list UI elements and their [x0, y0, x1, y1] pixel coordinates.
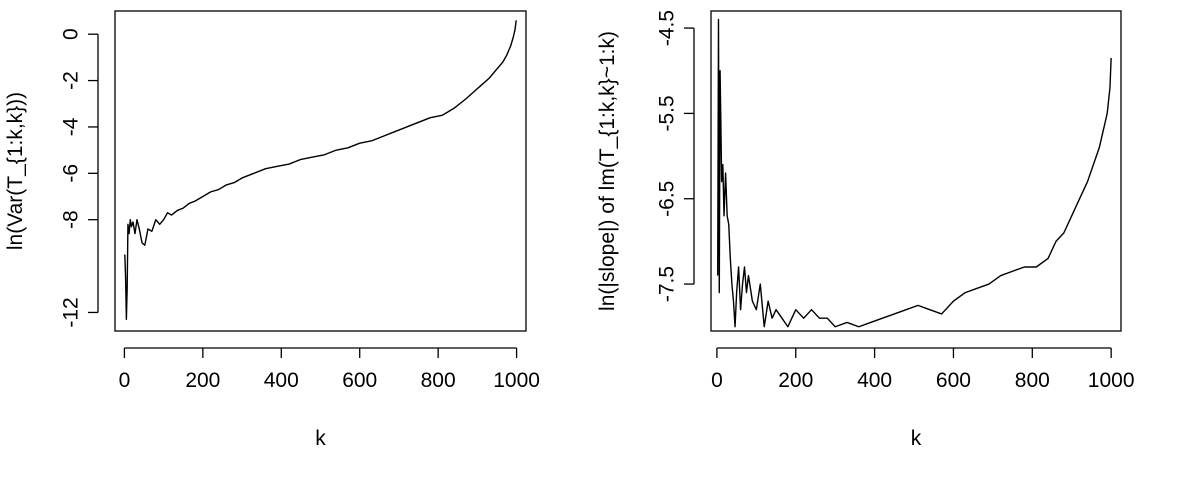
series-layer-left [124, 20, 517, 321]
x-tick-label-right: 0 [711, 369, 723, 392]
y-axis-left: -12 -8 -6 -4 -2 0 [60, 28, 99, 328]
x-tick-label-right: 600 [936, 369, 971, 392]
y-tick-label-right: -4.5 [656, 10, 679, 46]
y-tick-label-right: -5.5 [656, 95, 679, 131]
x-tick-label-right: 400 [857, 369, 892, 392]
chart-left: 0 200 400 600 800 1000 -12 -8 -6 -4 -2 0 k ln(Var(… [4, 10, 540, 450]
y-axis-label-left: ln(Var(T_{1:k,k})) [4, 92, 27, 250]
y-axis-right: -7.5 -6.5 -5.5 -4.5 [656, 10, 695, 302]
y-tick-label-left: -12 [60, 297, 83, 327]
y-tick-label-left: 0 [60, 28, 83, 40]
y-tick-label-left: -2 [60, 71, 83, 90]
x-tick-label-right: 800 [1015, 369, 1050, 392]
x-tick-label-left: 200 [185, 369, 220, 392]
x-axis-label-right: k [911, 427, 922, 450]
x-axis-left: 0 200 400 600 800 1000 [119, 347, 540, 392]
series-line-right [717, 18, 1112, 328]
plot-frame-right [710, 10, 1122, 332]
plot-frame-left [114, 10, 527, 332]
x-tick-label-left: 1000 [493, 369, 540, 392]
y-tick-label-left: -8 [60, 210, 83, 229]
y-tick-label-right: -6.5 [656, 181, 679, 217]
x-tick-label-right: 1000 [1088, 369, 1135, 392]
x-tick-label-left: 0 [119, 369, 131, 392]
y-tick-label-left: -6 [60, 164, 83, 183]
y-axis-label-right: ln(|slope|) of lm(T_{1:k,k}~1:k) [596, 31, 619, 311]
series-line-left [124, 20, 517, 321]
x-tick-label-left: 800 [421, 369, 456, 392]
y-tick-label-right: -7.5 [656, 266, 679, 302]
x-axis-label-left: k [315, 427, 326, 450]
series-layer-right [717, 18, 1112, 328]
chart-right: 0 200 400 600 800 1000 -7.5 -6.5 -5.5 -4.5 k ln(… [596, 10, 1135, 450]
y-tick-label-left: -4 [60, 117, 83, 136]
x-tick-label-right: 200 [778, 369, 813, 392]
x-tick-label-left: 600 [342, 369, 377, 392]
x-axis-right: 0 200 400 600 800 1000 [711, 347, 1135, 392]
x-tick-label-left: 400 [264, 369, 299, 392]
